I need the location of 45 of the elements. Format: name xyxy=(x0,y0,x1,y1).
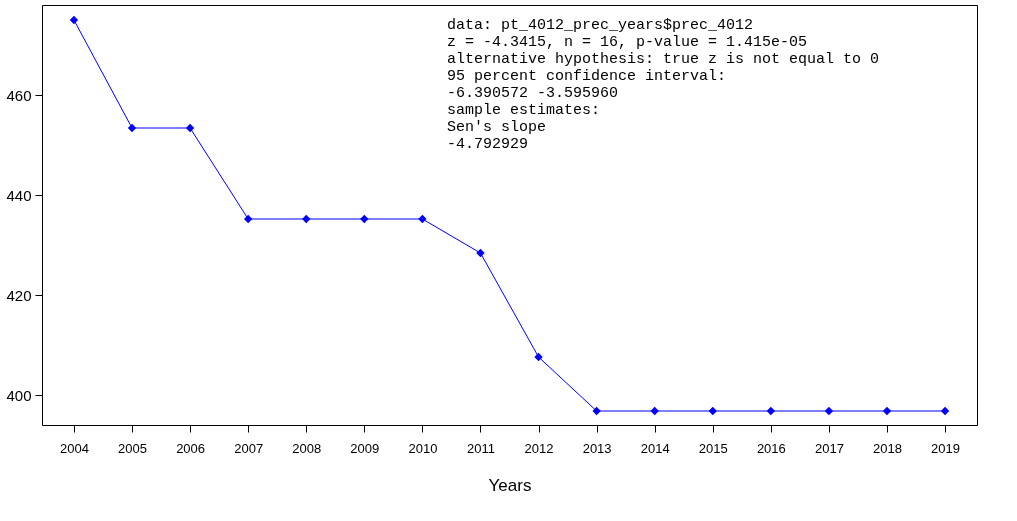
point xyxy=(824,406,834,416)
annotation: 95 percent confidence interval: xyxy=(447,68,727,85)
point xyxy=(127,123,137,133)
x-tick-label: 2007 xyxy=(234,440,264,456)
point xyxy=(882,406,892,416)
x-tick-label: 2014 xyxy=(640,440,670,456)
y-tick-label: 400 xyxy=(6,386,32,404)
point xyxy=(185,123,195,133)
y-tick-label: 420 xyxy=(6,286,32,304)
x-tick-label: 2016 xyxy=(756,440,786,456)
y-tick-label: 440 xyxy=(6,186,32,204)
point xyxy=(302,214,311,224)
point xyxy=(69,15,79,25)
annotation: Sen's slope xyxy=(447,119,547,136)
annotation: -4.792929 xyxy=(447,136,529,153)
point xyxy=(243,214,253,224)
x-tick-label: 2004 xyxy=(59,440,89,456)
point xyxy=(418,214,427,224)
x-tick-label: 2017 xyxy=(814,440,844,456)
x-tick-label: 2009 xyxy=(350,440,380,456)
y-tick-label: 460 xyxy=(6,86,32,104)
x-tick-label: 2012 xyxy=(524,440,554,456)
point xyxy=(476,248,485,258)
point xyxy=(708,406,717,416)
x-tick-label: 2010 xyxy=(408,440,438,456)
point xyxy=(940,406,950,416)
point xyxy=(360,214,369,224)
annotation: alternative hypothesis: true z is not equal to 0 xyxy=(447,51,880,68)
x-tick-label: 2018 xyxy=(873,440,902,456)
x-axis-title: Years xyxy=(488,475,532,495)
annotation: data: pt_4012_prec_years$prec_4012 xyxy=(447,17,754,34)
x-tick-label: 2005 xyxy=(118,440,147,456)
point xyxy=(766,406,776,416)
annotation: -6.390572 -3.595960 xyxy=(447,85,619,102)
point xyxy=(650,406,659,416)
x-tick-label: 2008 xyxy=(292,440,322,456)
annotation: sample estimates: xyxy=(447,102,601,119)
x-tick-label: 2011 xyxy=(466,440,495,456)
x-tick-label: 2019 xyxy=(931,440,961,456)
annotation: z = -4.3415, n = 16, p-value = 1.415e-05 xyxy=(447,34,808,51)
point xyxy=(592,406,601,416)
x-tick-label: 2013 xyxy=(582,440,612,456)
x-tick-label: 2015 xyxy=(698,440,728,456)
point xyxy=(534,352,543,362)
x-tick-label: 2006 xyxy=(176,440,206,456)
